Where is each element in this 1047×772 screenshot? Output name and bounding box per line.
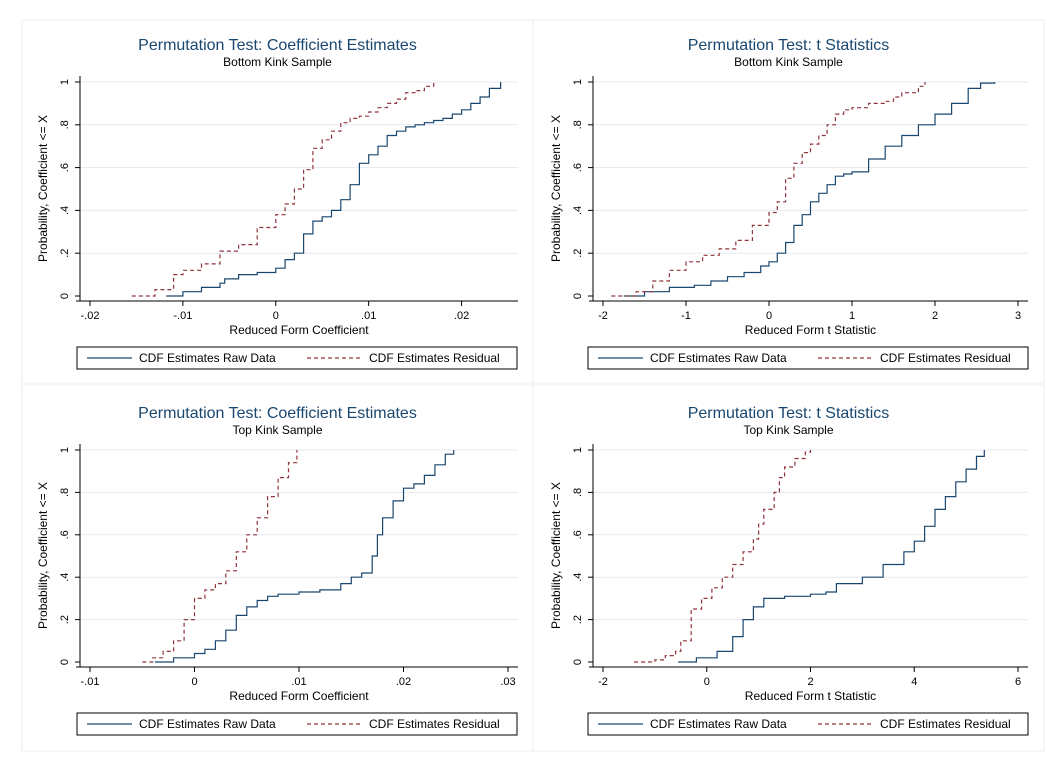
y-tick-label: .6 xyxy=(572,530,584,539)
legend-label-residual: CDF Estimates Residual xyxy=(880,351,1011,365)
x-tick-label: .01 xyxy=(291,676,306,688)
y-tick-label: .2 xyxy=(572,249,584,258)
x-tick-label: -1 xyxy=(681,310,691,322)
legend: CDF Estimates Raw Data CDF Estimates Resi… xyxy=(76,346,518,370)
series-line-residual xyxy=(634,450,812,663)
chart-panel: 0 .2 .4 .6 .8 1 -.02 -.01 0 .01 .02 Permutation Tes… xyxy=(21,19,534,384)
legend: CDF Estimates Raw Data CDF Estimates Resi… xyxy=(76,712,518,736)
y-tick-label: .6 xyxy=(59,530,71,539)
x-tick-label: 0 xyxy=(191,676,197,688)
x-tick-label: 0 xyxy=(704,676,710,688)
legend-box xyxy=(76,712,518,736)
x-axis-label: Reduced Form t Statistic xyxy=(745,323,876,337)
y-tick-label: .2 xyxy=(572,615,584,624)
series-line-raw-data xyxy=(623,82,996,297)
series-line-raw-data xyxy=(166,82,502,297)
x-tick-label: 4 xyxy=(911,676,917,688)
chart-subtitle: Top Kink Sample xyxy=(232,423,322,437)
x-tick-label: .02 xyxy=(396,676,411,688)
series-line-residual xyxy=(131,82,435,297)
y-tick-label: 1 xyxy=(59,79,71,85)
y-tick-label: 1 xyxy=(59,447,71,453)
x-axis-label: Reduced Form Coefficient xyxy=(229,689,369,703)
y-tick-label: 0 xyxy=(59,659,71,665)
y-axis-label: Probability, Coefficient <= X xyxy=(36,115,50,262)
legend-label-residual: CDF Estimates Residual xyxy=(369,717,500,731)
x-tick-label: 6 xyxy=(1015,676,1021,688)
series-line-residual xyxy=(142,450,298,663)
x-tick-label: .03 xyxy=(500,676,515,688)
series-line-raw-data xyxy=(154,450,455,663)
legend-label-raw: CDF Estimates Raw Data xyxy=(139,351,276,365)
chart-title: Permutation Test: t Statistics xyxy=(688,405,890,422)
y-axis-label: Probability, Coefficient <= X xyxy=(549,115,563,262)
y-tick-label: .4 xyxy=(572,573,584,582)
legend-box xyxy=(587,712,1029,736)
chart-panel: 0 .2 .4 .6 .8 1 -.01 0 .01 .02 .03 Permutation Test… xyxy=(21,384,534,752)
chart-subtitle: Top Kink Sample xyxy=(743,423,833,437)
y-tick-label: 0 xyxy=(572,659,584,665)
x-tick-label: -2 xyxy=(598,310,608,322)
chart-title: Permutation Test: Coefficient Estimates xyxy=(138,37,417,54)
chart-panel: 0 .2 .4 .6 .8 1 -2 -1 0 1 2 3 Permutation Test: t St… xyxy=(532,19,1045,384)
legend-label-raw: CDF Estimates Raw Data xyxy=(650,351,787,365)
y-tick-label: .2 xyxy=(59,249,71,258)
y-tick-label: .6 xyxy=(572,163,584,172)
x-axis-label: Reduced Form Coefficient xyxy=(229,323,369,337)
y-tick-label: .2 xyxy=(59,615,71,624)
x-axis-label: Reduced Form t Statistic xyxy=(745,689,876,703)
x-tick-label: 0 xyxy=(766,310,772,322)
x-tick-label: 3 xyxy=(1015,310,1021,322)
chart-subtitle: Bottom Kink Sample xyxy=(223,55,332,69)
legend-label-residual: CDF Estimates Residual xyxy=(369,351,500,365)
chart-panel: 0 .2 .4 .6 .8 1 -2 0 2 4 6 Permutation Test: t Stat… xyxy=(532,384,1045,752)
legend-label-residual: CDF Estimates Residual xyxy=(880,717,1011,731)
y-tick-label: .4 xyxy=(59,573,71,582)
legend-label-raw: CDF Estimates Raw Data xyxy=(139,717,276,731)
panel-border xyxy=(532,384,1045,752)
x-tick-label: .01 xyxy=(361,310,376,322)
chart-subtitle: Bottom Kink Sample xyxy=(734,55,843,69)
series-line-raw-data xyxy=(678,450,985,663)
panel-border xyxy=(532,19,1045,384)
y-tick-label: 1 xyxy=(572,79,584,85)
x-tick-label: 2 xyxy=(932,310,938,322)
x-tick-label: 2 xyxy=(807,676,813,688)
y-axis-label: Probability, Coefficient <= X xyxy=(36,482,50,629)
y-tick-label: .8 xyxy=(572,120,584,129)
x-tick-label: 1 xyxy=(849,310,855,322)
y-tick-label: 0 xyxy=(572,293,584,299)
legend-box xyxy=(587,346,1029,370)
y-tick-label: .8 xyxy=(59,488,71,497)
x-tick-label: -2 xyxy=(598,676,608,688)
x-tick-label: -.01 xyxy=(81,676,100,688)
y-tick-label: .6 xyxy=(59,163,71,172)
x-tick-label: 0 xyxy=(273,310,279,322)
x-tick-label: .02 xyxy=(454,310,469,322)
y-tick-label: 1 xyxy=(572,447,584,453)
y-tick-label: .4 xyxy=(59,206,71,215)
y-tick-label: 0 xyxy=(59,293,71,299)
series-line-residual xyxy=(611,82,926,297)
legend-label-raw: CDF Estimates Raw Data xyxy=(650,717,787,731)
y-tick-label: .8 xyxy=(59,120,71,129)
x-tick-label: -.01 xyxy=(173,310,192,322)
y-tick-label: .4 xyxy=(572,206,584,215)
y-tick-label: .8 xyxy=(572,488,584,497)
legend: CDF Estimates Raw Data CDF Estimates Resi… xyxy=(587,712,1029,736)
legend-box xyxy=(76,346,518,370)
legend: CDF Estimates Raw Data CDF Estimates Resi… xyxy=(587,346,1029,370)
chart-title: Permutation Test: t Statistics xyxy=(688,37,890,54)
x-tick-label: -.02 xyxy=(81,310,100,322)
chart-title: Permutation Test: Coefficient Estimates xyxy=(138,405,417,422)
y-axis-label: Probability, Coefficient <= X xyxy=(549,482,563,629)
